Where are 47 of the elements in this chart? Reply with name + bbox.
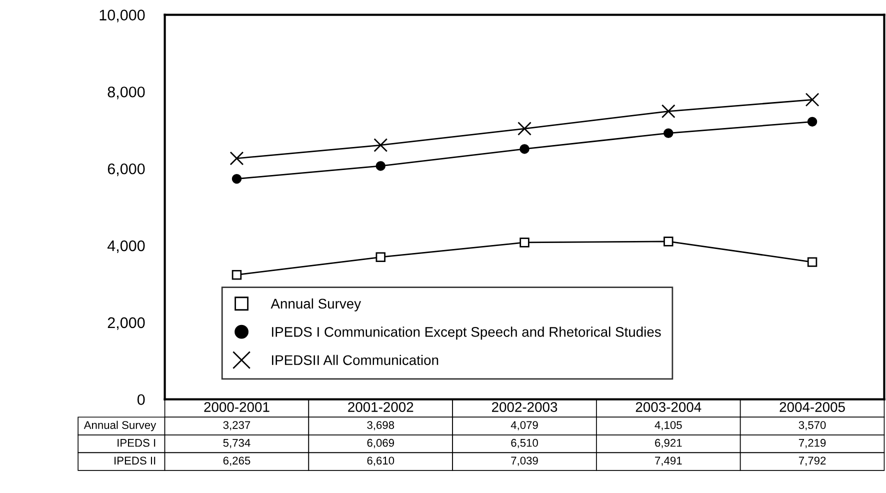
text: IPEDS I bbox=[118, 438, 156, 447]
legend-label: Annual Survey bbox=[270, 298, 362, 312]
point bbox=[374, 138, 388, 152]
data-label: 7,792 bbox=[798, 456, 826, 466]
x-tick-label: 2004-2005 bbox=[780, 402, 845, 412]
point bbox=[664, 128, 674, 138]
data-label: 3,237 bbox=[223, 421, 250, 430]
data-label: 4,079 bbox=[510, 421, 538, 430]
data-label: 5,734 bbox=[223, 438, 250, 448]
y-tick-label: 4,000 bbox=[107, 240, 145, 254]
text: IPEDS II bbox=[114, 456, 156, 465]
point bbox=[807, 257, 818, 267]
point bbox=[376, 252, 386, 262]
point bbox=[230, 151, 244, 166]
point bbox=[376, 161, 386, 171]
point bbox=[520, 144, 530, 154]
point bbox=[518, 122, 532, 136]
data-label: 6,069 bbox=[367, 438, 394, 448]
data-label: 6,510 bbox=[511, 438, 538, 448]
point bbox=[805, 92, 820, 107]
point bbox=[664, 236, 674, 246]
point bbox=[232, 270, 242, 280]
point bbox=[232, 174, 242, 184]
data-label: 7,039 bbox=[511, 456, 538, 466]
x-tick-label: 2000-2001 bbox=[204, 402, 270, 412]
y-tick-label: 2,000 bbox=[108, 317, 145, 330]
x-tick-label: 2001-2002 bbox=[348, 402, 414, 412]
point bbox=[520, 238, 530, 248]
data-label: 7,219 bbox=[798, 438, 826, 448]
legend-label: IPEDS I Communication Except Speech and Rhetorical Studies bbox=[272, 326, 661, 340]
data-label: 6,610 bbox=[367, 456, 394, 466]
x-tick-label: 2002-2003 bbox=[492, 402, 558, 412]
y-tick-label: 6,000 bbox=[108, 163, 145, 176]
x-tick-label: 2003-2004 bbox=[636, 402, 702, 412]
y-tick-label: 8,000 bbox=[108, 86, 145, 100]
y-tick-label: 10,000 bbox=[100, 10, 145, 22]
data-label: 6,921 bbox=[655, 438, 682, 448]
data-label: 4,105 bbox=[654, 421, 682, 430]
data-label: 3,698 bbox=[367, 421, 394, 430]
point bbox=[661, 104, 676, 118]
data-label: 3,570 bbox=[798, 421, 826, 430]
legend-label: IPEDSII All Communication bbox=[272, 354, 438, 366]
data-label: 7,491 bbox=[655, 456, 682, 466]
data-label: 6,265 bbox=[223, 456, 250, 466]
y-tick-label: 0 bbox=[137, 394, 145, 406]
point bbox=[807, 116, 818, 127]
text: Annual Survey bbox=[84, 420, 156, 432]
